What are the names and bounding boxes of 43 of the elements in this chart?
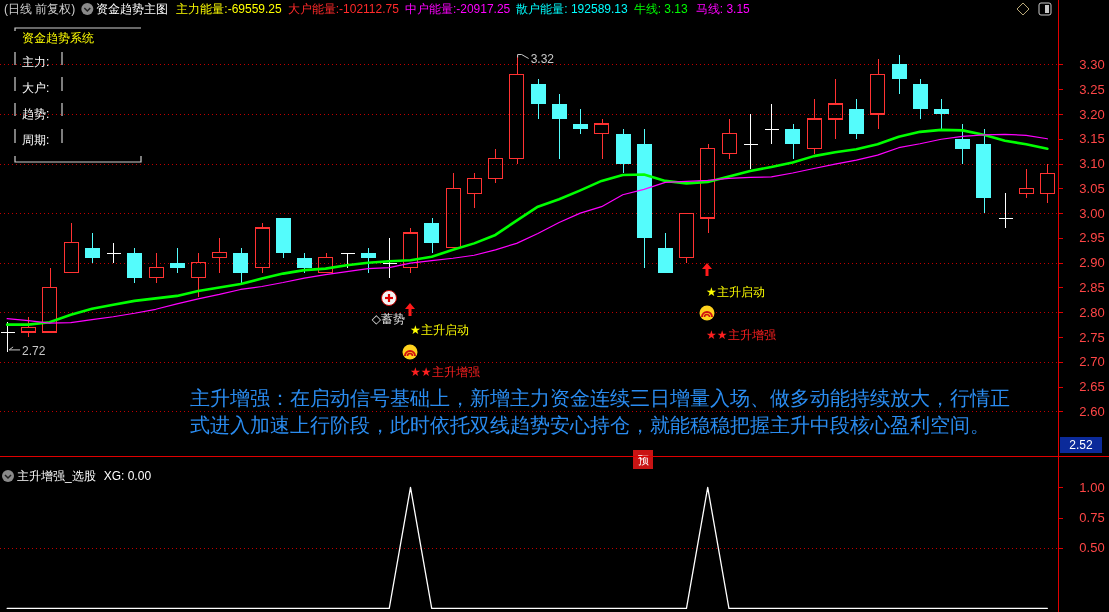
series-name: XG: 0.00 — [103, 469, 152, 483]
subtitle: (日线 前复权) — [4, 2, 76, 16]
ytick-label: 3.20 — [1079, 106, 1105, 122]
ytick-label: 2.70 — [1079, 354, 1105, 370]
annotation: 式进入加速上行阶段，此时依托双线趋势安心持仓，就能稳稳把握主升中段核心盈利空间。 — [190, 414, 990, 436]
ytick-label: 3.05 — [1079, 180, 1105, 196]
ytick-label: 2.90 — [1079, 255, 1105, 271]
annotation: 中户能量:-20917.25 — [404, 2, 511, 16]
annotation: 主力: — [22, 55, 50, 69]
annotation: 3.32 — [530, 51, 554, 66]
ytick-label: 3.25 — [1079, 81, 1105, 97]
annotation: 2.52 — [1069, 438, 1093, 452]
annotation: ◇蓄势 — [371, 312, 405, 326]
annotation: 主升增强：在启动信号基础上，新增主力资金连续三日增量入场、做多动能持续放大，行情正 — [190, 387, 1010, 409]
ytick-label: 0.50 — [1079, 540, 1105, 556]
annotation: ★主升启动 — [410, 323, 469, 337]
series-name: 牛线: 3.13 — [633, 2, 688, 16]
annotation: 2.72 — [22, 343, 46, 358]
annotation: 资金趋势系统 — [22, 31, 94, 45]
annotation: 趋势: — [22, 107, 50, 121]
ytick-label: 0.75 — [1079, 510, 1105, 526]
ytick-label: 3.30 — [1079, 56, 1105, 72]
ytick-label: 1.00 — [1079, 479, 1105, 495]
ytick-label: 3.00 — [1079, 205, 1105, 221]
annotation: ★★主升增强 — [706, 328, 776, 342]
ytick-label: 3.15 — [1079, 131, 1105, 147]
title: 资金趋势主图 — [96, 2, 169, 16]
ytick-label: 2.75 — [1079, 329, 1105, 345]
annotation: 大户: — [22, 81, 50, 95]
annotation: ★★主升增强 — [410, 365, 480, 379]
title: 主升增强_选股 — [17, 469, 96, 483]
annotation: 散户能量: 192589.13 — [516, 2, 628, 16]
annotation: 周期: — [22, 133, 50, 147]
ytick-label: 2.80 — [1079, 304, 1105, 320]
annotation: 大户能量:-102112.75 — [287, 2, 399, 16]
ytick-label: 3.10 — [1079, 156, 1105, 172]
ytick-label: 2.60 — [1079, 403, 1105, 419]
annotation: ★主升启动 — [706, 285, 765, 299]
ytick-label: 2.95 — [1079, 230, 1105, 246]
series-name: 马线: 3.15 — [695, 2, 750, 16]
ytick-label: 2.85 — [1079, 280, 1105, 295]
ytick-label: 2.65 — [1079, 379, 1105, 395]
annotation: 主力能量:-69559.25 — [176, 2, 282, 16]
